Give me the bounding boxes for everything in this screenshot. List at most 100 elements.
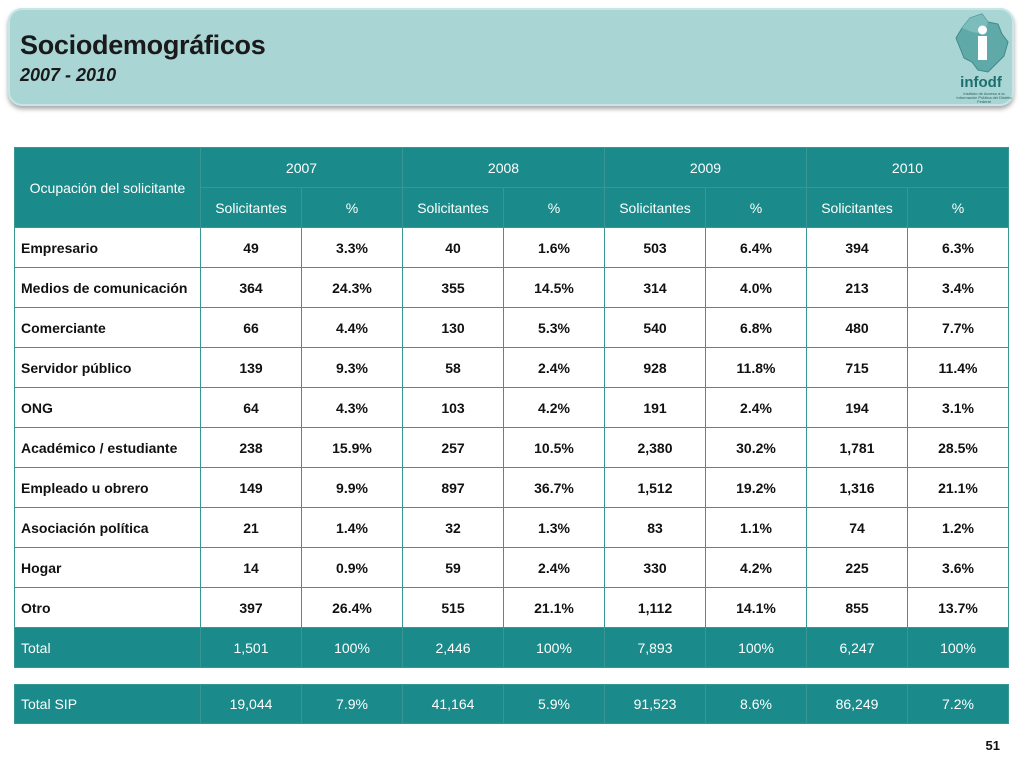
- table-cell: 1.3%: [503, 507, 605, 548]
- subheader-solicitantes: Solicitantes: [200, 187, 302, 228]
- table-cell: 41,164: [402, 684, 504, 724]
- table-row: Servidor público 139 9.3% 58 2.4% 928 11.8% 715…: [14, 347, 1009, 388]
- subheader-percent: %: [705, 187, 807, 228]
- year-header: 2007: [200, 147, 403, 188]
- row-label: Medios de comunicación: [14, 267, 201, 308]
- row-label: Académico / estudiante: [14, 427, 201, 468]
- row-label: Hogar: [14, 547, 201, 588]
- row-label: Comerciante: [14, 307, 201, 348]
- row-label: ONG: [14, 387, 201, 428]
- table-cell: 2.4%: [503, 347, 605, 388]
- row-label: Total: [14, 627, 201, 668]
- table-cell: 314: [604, 267, 706, 308]
- page-number: 51: [985, 738, 1000, 753]
- table-cell: 238: [200, 427, 302, 468]
- table-cell: 480: [806, 307, 908, 348]
- table-cell: 1,781: [806, 427, 908, 468]
- table-cell: 330: [604, 547, 706, 588]
- table-row: Empresario 49 3.3% 40 1.6% 503 6.4% 394 6.3%: [14, 227, 1009, 268]
- total-row: Total 1,501 100% 2,446 100% 7,893 100% 6,247 100…: [14, 627, 1009, 668]
- table-cell: 2,380: [604, 427, 706, 468]
- table-cell: 2.4%: [705, 387, 807, 428]
- year-header: 2009: [604, 147, 807, 188]
- table-cell: 6.8%: [705, 307, 807, 348]
- table-cell: 4.0%: [705, 267, 807, 308]
- table-cell: 3.3%: [301, 227, 403, 268]
- table-cell: 515: [402, 587, 504, 628]
- table-cell: 9.9%: [301, 467, 403, 508]
- table-cell: 2.4%: [503, 547, 605, 588]
- table-cell: 225: [806, 547, 908, 588]
- subheader-percent: %: [301, 187, 403, 228]
- table-cell: 194: [806, 387, 908, 428]
- total-sip-row: Total SIP 19,044 7.9% 41,164 5.9% 91,523…: [14, 684, 1009, 724]
- table-cell: 364: [200, 267, 302, 308]
- table-cell: 26.4%: [301, 587, 403, 628]
- table-cell: 9.3%: [301, 347, 403, 388]
- table-cell: 1,112: [604, 587, 706, 628]
- table-cell: 49: [200, 227, 302, 268]
- table-cell: 15.9%: [301, 427, 403, 468]
- total-sip-table: Total SIP 19,044 7.9% 41,164 5.9% 91,523…: [14, 684, 1009, 724]
- table-row: Otro 397 26.4% 515 21.1% 1,112 14.1% 855 13.7%: [14, 587, 1009, 628]
- table-cell: 5.3%: [503, 307, 605, 348]
- table-cell: 14: [200, 547, 302, 588]
- table-cell: 21: [200, 507, 302, 548]
- subheader-percent: %: [907, 187, 1009, 228]
- table-cell: 100%: [503, 627, 605, 668]
- table-cell: 355: [402, 267, 504, 308]
- table-cell: 191: [604, 387, 706, 428]
- table-cell: 58: [402, 347, 504, 388]
- table-cell: 11.4%: [907, 347, 1009, 388]
- table-cell: 4.3%: [301, 387, 403, 428]
- table-row: Empleado u obrero 149 9.9% 897 36.7% 1,512 19.…: [14, 467, 1009, 508]
- table-cell: 213: [806, 267, 908, 308]
- table-cell: 14.1%: [705, 587, 807, 628]
- table-cell: 32: [402, 507, 504, 548]
- table-cell: 40: [402, 227, 504, 268]
- table-row: Académico / estudiante 238 15.9% 257 10.5% 2,…: [14, 427, 1009, 468]
- table-cell: 91,523: [604, 684, 706, 724]
- map-icon: [955, 13, 1009, 73]
- table-cell: 100%: [705, 627, 807, 668]
- table-cell: 7.2%: [907, 684, 1009, 724]
- table-cell: 13.7%: [907, 587, 1009, 628]
- table-cell: 1.1%: [705, 507, 807, 548]
- logo-caption: Instituto de Acceso a la Información Púb…: [956, 91, 1012, 104]
- table-cell: 103: [402, 387, 504, 428]
- logo-wordmark: infodf: [960, 74, 1002, 91]
- infodf-logo: infodf Instituto de Acceso a la Informac…: [948, 12, 1014, 104]
- table-cell: 21.1%: [907, 467, 1009, 508]
- table-cell: 139: [200, 347, 302, 388]
- table-cell: 1.6%: [503, 227, 605, 268]
- table-cell: 4.2%: [503, 387, 605, 428]
- table-cell: 100%: [301, 627, 403, 668]
- table-cell: 397: [200, 587, 302, 628]
- table-cell: 4.4%: [301, 307, 403, 348]
- row-label: Total SIP: [14, 684, 201, 724]
- table-cell: 503: [604, 227, 706, 268]
- table-cell: 3.4%: [907, 267, 1009, 308]
- row-label: Otro: [14, 587, 201, 628]
- table-row: ONG 64 4.3% 103 4.2% 191 2.4% 194 3.1%: [14, 387, 1009, 428]
- table-cell: 130: [402, 307, 504, 348]
- subheader-solicitantes: Solicitantes: [402, 187, 504, 228]
- table-cell: 83: [604, 507, 706, 548]
- table-cell: 24.3%: [301, 267, 403, 308]
- table-cell: 19.2%: [705, 467, 807, 508]
- page-title: Sociodemográficos: [20, 30, 266, 60]
- table-cell: 100%: [907, 627, 1009, 668]
- table-cell: 19,044: [200, 684, 302, 724]
- table-cell: 6,247: [806, 627, 908, 668]
- table-cell: 1,316: [806, 467, 908, 508]
- table-cell: 10.5%: [503, 427, 605, 468]
- table-cell: 257: [402, 427, 504, 468]
- table-cell: 21.1%: [503, 587, 605, 628]
- table-cell: 897: [402, 467, 504, 508]
- table-cell: 8.6%: [705, 684, 807, 724]
- table-cell: 0.9%: [301, 547, 403, 588]
- table-cell: 1.2%: [907, 507, 1009, 548]
- row-label: Empresario: [14, 227, 201, 268]
- table-cell: 86,249: [806, 684, 908, 724]
- table-cell: 7.7%: [907, 307, 1009, 348]
